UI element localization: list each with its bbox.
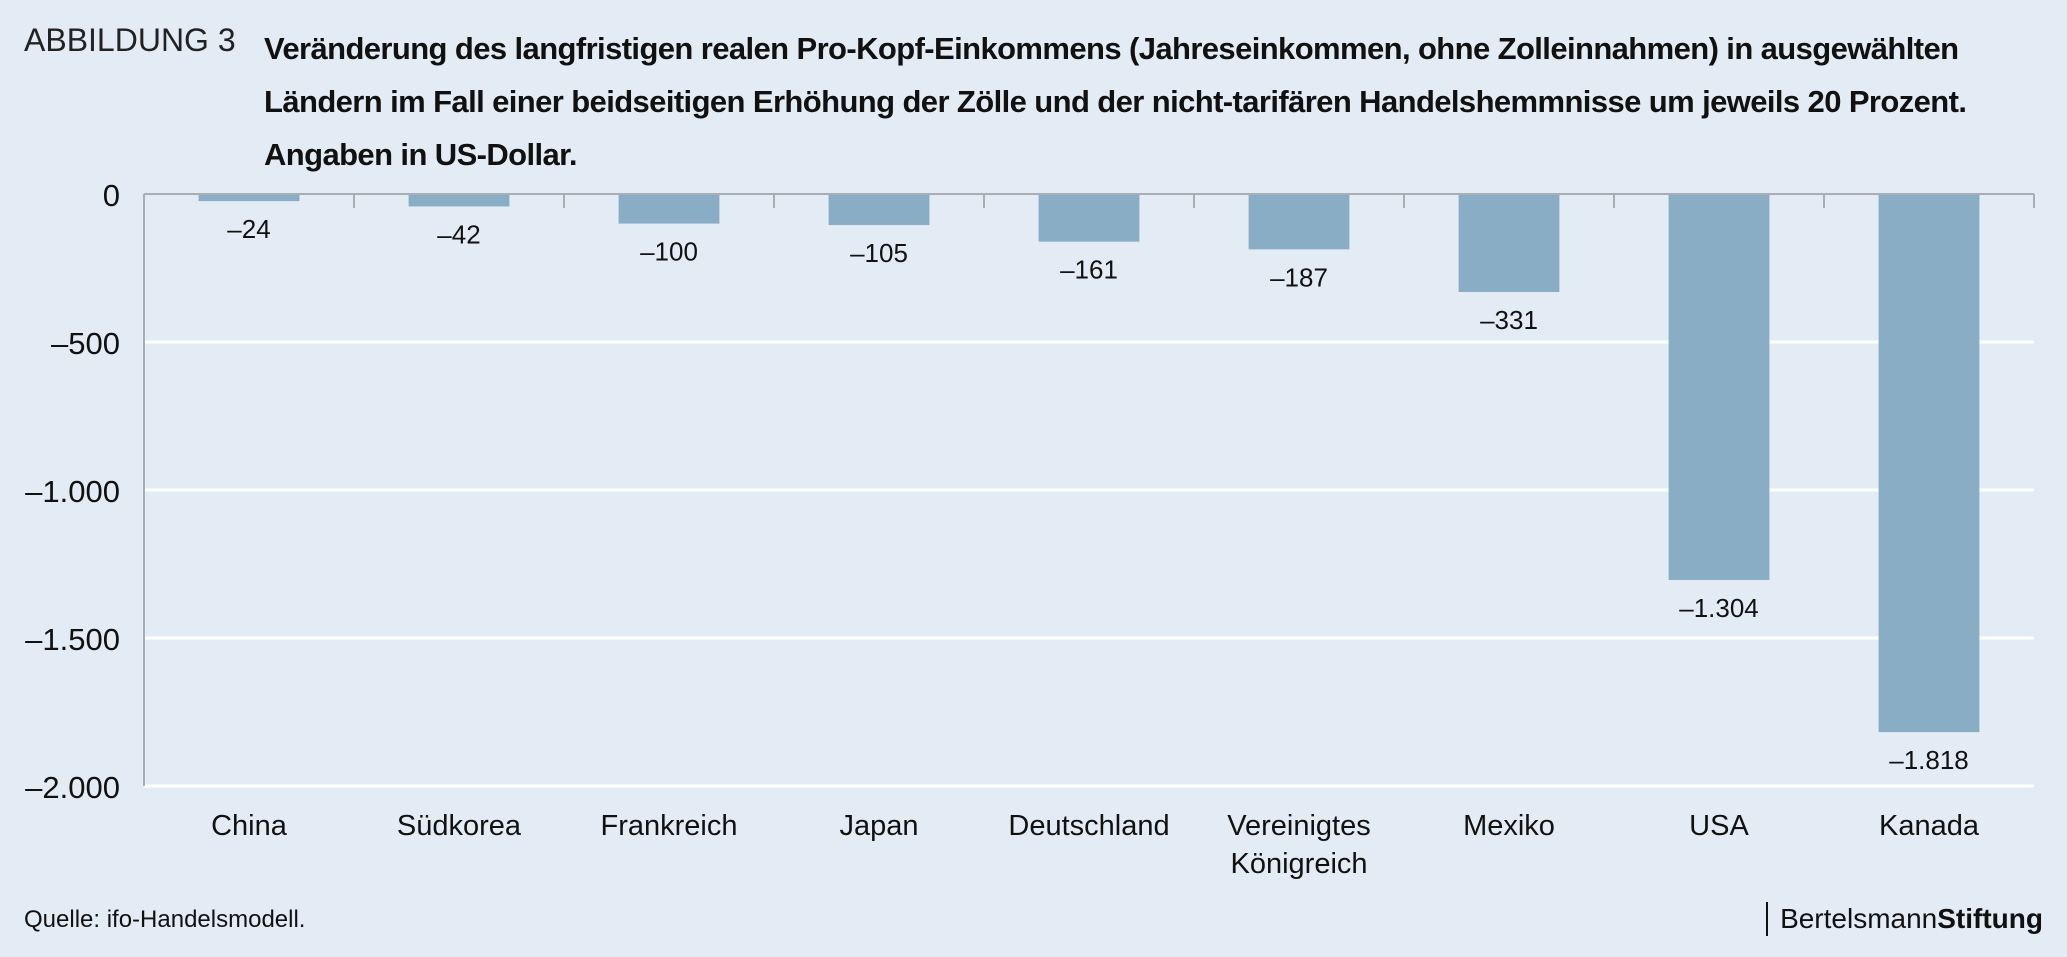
- x-tick-label: Japan: [839, 810, 918, 842]
- bar: [618, 194, 720, 224]
- bar-chart: 0 –500 –1.000 –1.500 –2.000 –24 China –42 Südkor…: [25, 178, 2035, 880]
- y-tick-label: –1.500: [25, 622, 120, 657]
- bar: [1878, 194, 1980, 733]
- y-tick-label: –1.000: [25, 474, 120, 509]
- bar: [828, 194, 930, 226]
- data-label: –1.818: [1889, 745, 1969, 775]
- bar: [408, 194, 510, 207]
- data-label: –1.304: [1679, 593, 1759, 623]
- bar: [1458, 194, 1560, 292]
- bar: [198, 194, 300, 202]
- data-label: –105: [850, 238, 908, 268]
- bar: [1248, 194, 1350, 250]
- brand-regular: Bertelsmann: [1780, 903, 1938, 934]
- x-tick-label: Königreich: [1230, 848, 1367, 880]
- x-tick-label: Kanada: [1879, 810, 1980, 842]
- data-label: –100: [640, 237, 698, 267]
- x-tick-label: Mexiko: [1463, 810, 1555, 842]
- y-tick-label: –2.000: [25, 770, 120, 805]
- bar: [1038, 194, 1140, 242]
- x-tick-label: Südkorea: [397, 810, 522, 842]
- data-label: –331: [1480, 305, 1538, 335]
- source-note: Quelle: ifo-Handelsmodell.: [24, 906, 306, 933]
- x-tick-label: Deutschland: [1008, 810, 1169, 842]
- bar: [1668, 194, 1770, 580]
- y-tick-label: 0: [103, 178, 120, 213]
- data-label: –24: [227, 214, 270, 244]
- brand-logo: BertelsmannStiftung: [1766, 902, 2043, 936]
- figure-label: ABBILDUNG 3: [24, 22, 236, 58]
- x-tick-label: USA: [1689, 810, 1749, 842]
- data-label: –42: [437, 219, 480, 249]
- x-tick-label: Vereinigtes: [1227, 810, 1371, 842]
- chart-title: Veränderung des langfristigen realen Pro…: [264, 31, 1967, 172]
- data-label: –161: [1060, 255, 1118, 285]
- y-tick-label: –500: [51, 326, 120, 361]
- x-tick-label: Frankreich: [601, 810, 738, 842]
- brand-bold: Stiftung: [1937, 903, 2043, 934]
- data-label: –187: [1270, 262, 1328, 292]
- x-tick-label: China: [211, 810, 288, 842]
